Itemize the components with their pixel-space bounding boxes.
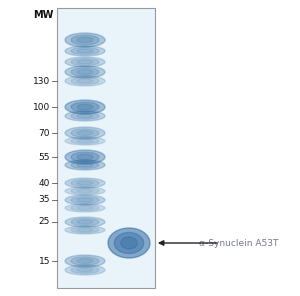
Text: MW: MW [34,10,54,20]
Text: 55: 55 [38,152,50,162]
Ellipse shape [65,76,105,86]
Text: 15: 15 [38,257,50,266]
Ellipse shape [71,68,99,76]
Ellipse shape [65,217,105,227]
Ellipse shape [77,79,93,83]
Ellipse shape [77,104,93,110]
Ellipse shape [71,188,99,194]
Ellipse shape [77,154,93,160]
Ellipse shape [108,228,150,258]
Ellipse shape [77,198,93,202]
Ellipse shape [65,204,105,212]
Ellipse shape [77,49,93,53]
Bar [57,8,155,288]
Ellipse shape [71,35,99,45]
Ellipse shape [77,259,93,263]
Ellipse shape [77,163,93,167]
Ellipse shape [65,57,105,67]
Ellipse shape [65,150,105,164]
Ellipse shape [77,37,93,43]
Ellipse shape [71,78,99,84]
Ellipse shape [71,179,99,186]
Ellipse shape [65,226,105,234]
Ellipse shape [71,218,99,226]
Ellipse shape [77,70,93,74]
Ellipse shape [65,178,105,188]
Ellipse shape [65,265,105,275]
Ellipse shape [77,131,93,135]
Ellipse shape [65,137,105,145]
Ellipse shape [77,60,93,64]
Ellipse shape [71,47,99,54]
Ellipse shape [71,266,99,274]
Ellipse shape [65,100,105,114]
Ellipse shape [65,187,105,195]
Text: 130: 130 [33,76,50,86]
Ellipse shape [65,66,105,78]
Ellipse shape [71,112,99,120]
Ellipse shape [77,268,93,272]
Text: 70: 70 [38,128,50,138]
Ellipse shape [71,129,99,137]
Ellipse shape [65,46,105,56]
Text: α-Synuclein A53T: α-Synuclein A53T [199,239,278,247]
Ellipse shape [77,206,93,210]
Ellipse shape [77,139,93,143]
Ellipse shape [71,227,99,233]
Ellipse shape [71,102,99,112]
Ellipse shape [65,111,105,121]
Ellipse shape [71,152,99,162]
Ellipse shape [65,255,105,267]
Ellipse shape [71,59,99,65]
Ellipse shape [71,257,99,265]
Ellipse shape [71,205,99,211]
Ellipse shape [121,237,137,249]
Ellipse shape [114,232,144,253]
Ellipse shape [71,197,99,204]
Text: 25: 25 [39,218,50,226]
Text: 35: 35 [38,195,50,205]
Ellipse shape [65,33,105,47]
Ellipse shape [77,114,93,118]
Ellipse shape [65,127,105,139]
Text: 100: 100 [33,102,50,112]
Ellipse shape [65,195,105,205]
Ellipse shape [77,220,93,224]
Text: 40: 40 [39,178,50,187]
Ellipse shape [71,138,99,144]
Ellipse shape [71,162,99,168]
Ellipse shape [77,189,93,193]
Ellipse shape [77,181,93,185]
Ellipse shape [65,160,105,170]
Ellipse shape [77,229,93,231]
